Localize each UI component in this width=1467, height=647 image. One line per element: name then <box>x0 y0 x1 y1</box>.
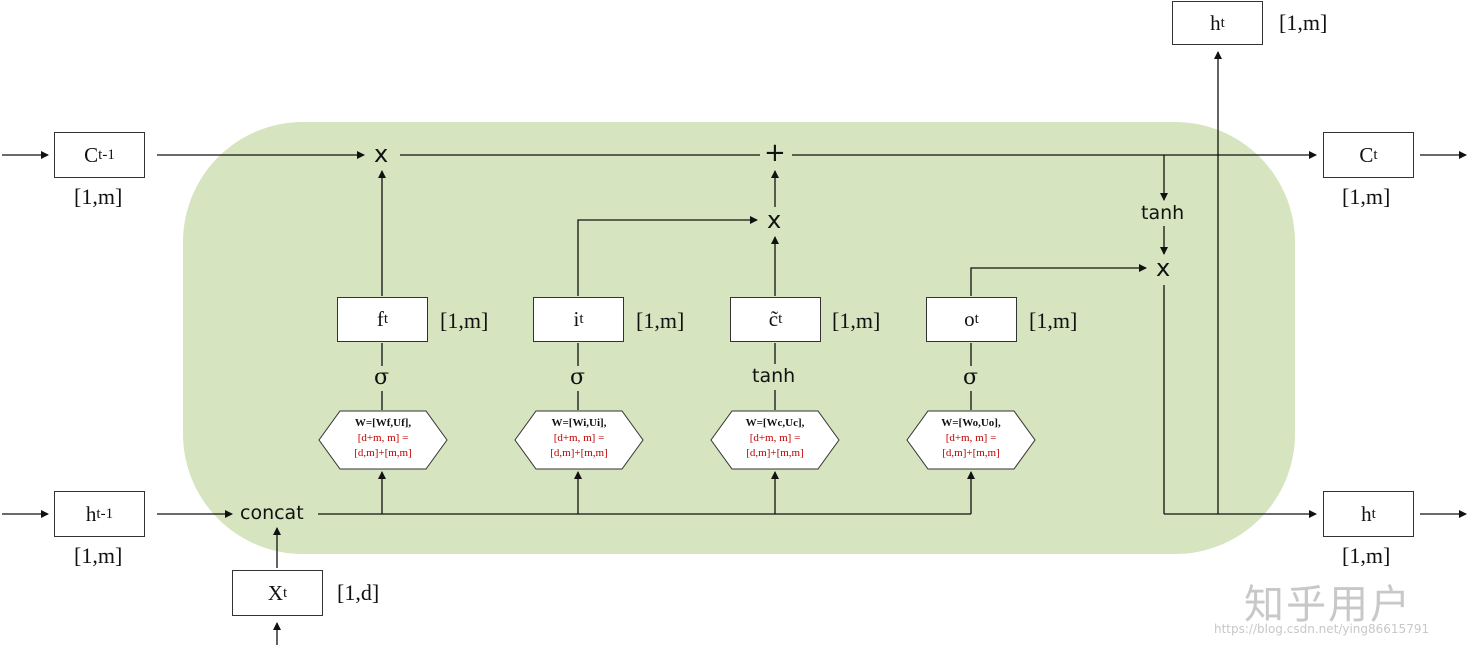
forget-multiply-op: x <box>374 140 389 168</box>
weight-label-o: W=[Wo,Uo], [d+m, m] = [d,m]+[m,m] <box>941 417 1001 459</box>
gate-f-shape: [1,m] <box>440 308 489 333</box>
weight-hex-i <box>514 410 644 470</box>
h-t-top-shape: [1,m] <box>1279 10 1328 35</box>
gate-box-c: c̃ t <box>730 297 821 342</box>
watermark-url: https://blog.csdn.net/ying86615791 <box>1214 622 1430 636</box>
weight-label-f: W=[Wf,Uf], [d+m, m] = [d,m]+[m,m] <box>354 417 412 459</box>
weight-hex-o <box>906 410 1036 470</box>
gate-o-shape: [1,m] <box>1029 308 1078 333</box>
c-t-shape: [1,m] <box>1342 184 1391 209</box>
gate-i-shape: [1,m] <box>636 308 685 333</box>
input-multiply-op: x <box>767 206 782 234</box>
activation-o: σ <box>963 365 979 390</box>
h-prev-box: h t-1 <box>54 491 145 537</box>
gate-c-shape: [1,m] <box>832 308 881 333</box>
h-prev-shape: [1,m] <box>74 543 123 568</box>
output-multiply-op: x <box>1156 254 1171 282</box>
weight-label-c: W=[Wc,Uc], [d+m, m] = [d,m]+[m,m] <box>745 417 805 459</box>
concat-op: concat <box>240 502 304 524</box>
cell-add-op: + <box>764 138 786 168</box>
h-t-right-shape: [1,m] <box>1342 543 1391 568</box>
activation-f: σ <box>374 365 390 390</box>
x-t-shape: [1,d] <box>337 580 380 605</box>
watermark-brand: 知乎用户 <box>1244 582 1412 628</box>
weight-label-i: W=[Wi,Ui], [d+m, m] = [d,m]+[m,m] <box>550 417 608 459</box>
activation-c: tanh <box>752 365 796 387</box>
weight-hex-f <box>318 410 448 470</box>
line-o-to-output-mult <box>970 264 1147 296</box>
line-i-to-input-mult <box>577 216 758 296</box>
c-prev-shape: [1,m] <box>74 184 123 209</box>
activation-i: σ <box>570 365 586 390</box>
weight-hex-c <box>710 410 840 470</box>
cell-tanh-op: tanh <box>1141 202 1185 224</box>
